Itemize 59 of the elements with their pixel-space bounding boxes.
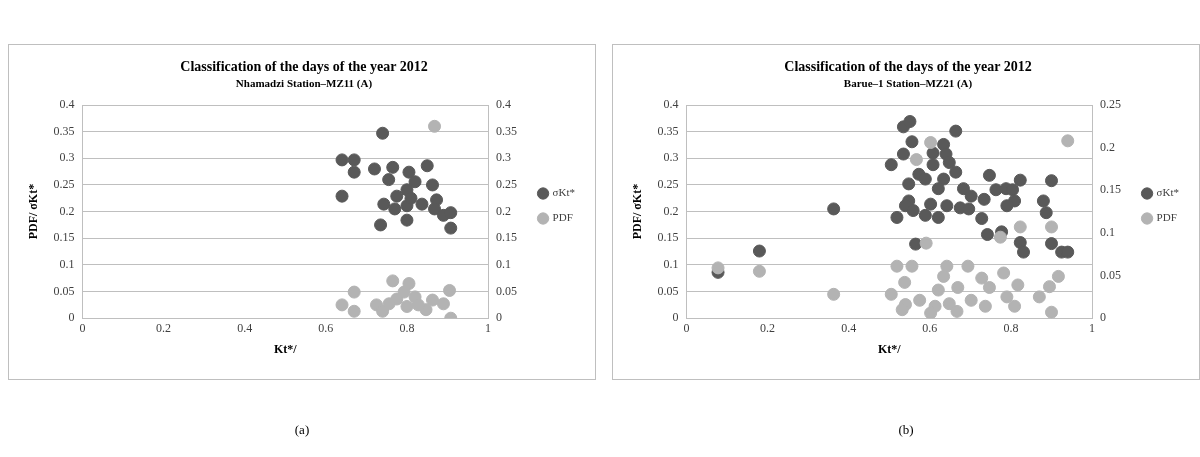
- x-tick-label: 0.2: [156, 320, 172, 335]
- y-tick-label: 0.2: [663, 203, 679, 218]
- y2-tick-label: 0.35: [496, 123, 518, 138]
- y2-tick-label: 0.05: [1100, 267, 1122, 282]
- y-tick-label: 0.25: [53, 177, 75, 192]
- y-tick-label: 0.3: [663, 150, 679, 165]
- y2-tick-label: 0.3: [496, 150, 512, 165]
- x-tick-label: 1: [485, 320, 492, 335]
- y-tick-label: 0.35: [657, 123, 679, 138]
- y-tick-label: 0.1: [59, 257, 75, 272]
- y2-tick-label: 0: [496, 310, 503, 325]
- y-tick-label: 0.2: [59, 203, 75, 218]
- y2-tick-label: 0.1: [496, 257, 512, 272]
- y-tick-label: 0.35: [53, 123, 75, 138]
- y-tick-label: 0.15: [53, 230, 75, 245]
- y2-tick-label: 0.4: [496, 97, 512, 112]
- y2-tick-label: 0: [1100, 310, 1107, 325]
- y-axis-title: PDF/ σKt*: [630, 183, 645, 240]
- y2-tick-label: 0.2: [496, 203, 512, 218]
- y-tick-label: 0.4: [59, 97, 75, 112]
- y2-tick-label: 0.25: [496, 177, 518, 192]
- y2-tick-label: 0.15: [496, 230, 518, 245]
- y-axis-title: PDF/ σKt*: [26, 183, 41, 240]
- x-tick-label: 0.8: [399, 320, 415, 335]
- y-tick-label: 0.1: [663, 257, 679, 272]
- y-tick-label: 0.4: [663, 97, 679, 112]
- chart-subtitle: Nhamadzi Station–MZ11 (A): [235, 77, 373, 91]
- legend-label: PDF: [552, 211, 573, 224]
- y-tick-label: 0.05: [53, 283, 75, 298]
- y-tick-label: 0: [672, 310, 679, 325]
- y2-tick-label: 0.2: [1100, 139, 1116, 154]
- y-tick-label: 0.05: [657, 283, 679, 298]
- y2-tick-label: 0.1: [1100, 225, 1116, 240]
- x-tick-label: 0.4: [841, 320, 857, 335]
- chart-title: Classification of the days of the year 2012: [784, 59, 1032, 75]
- y-tick-label: 0.15: [657, 230, 679, 245]
- x-tick-label: 1: [1089, 320, 1096, 335]
- legend-label: σKt*: [552, 186, 576, 199]
- y2-tick-label: 0.15: [1100, 182, 1122, 197]
- x-tick-label: 0.2: [760, 320, 776, 335]
- x-tick-label: 0: [683, 320, 690, 335]
- chart-subtitle: Barue–1 Station–MZ21 (A): [843, 77, 973, 91]
- y-tick-label: 0.25: [657, 177, 679, 192]
- x-tick-label: 0.4: [237, 320, 253, 335]
- x-tick-label: 0.6: [922, 320, 938, 335]
- x-tick-label: 0.8: [1003, 320, 1019, 335]
- y-tick-label: 0: [68, 310, 75, 325]
- legend-label: PDF: [1156, 211, 1177, 224]
- x-axis-title: Kt*/: [877, 341, 902, 356]
- y-tick-label: 0.3: [59, 150, 75, 165]
- legend-label: σKt*: [1156, 186, 1180, 199]
- chart-title: Classification of the days of the year 2012: [180, 59, 428, 75]
- x-axis-title: Kt*/: [273, 341, 298, 356]
- x-tick-label: 0: [79, 320, 86, 335]
- text: (b): [897, 422, 915, 438]
- x-tick-label: 0.6: [318, 320, 334, 335]
- y2-tick-label: 0.05: [496, 283, 518, 298]
- y2-tick-label: 0.25: [1100, 97, 1122, 112]
- text: (a): [293, 422, 311, 438]
